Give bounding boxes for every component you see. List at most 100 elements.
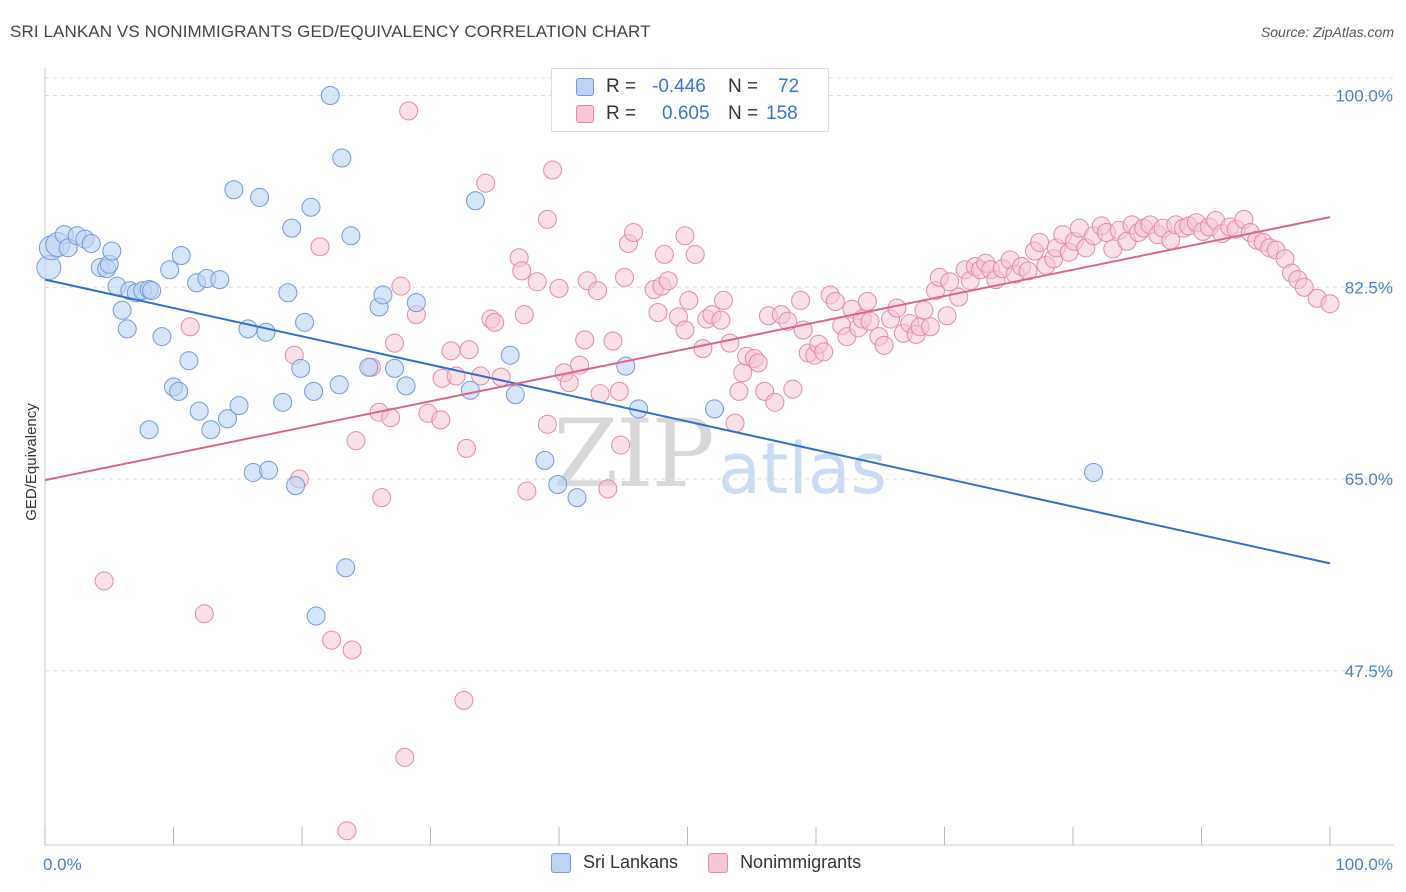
sri-lankans-point-39: [259, 460, 279, 480]
r-label: R =: [606, 103, 637, 124]
nonimmigrants-point-169: [1320, 294, 1340, 314]
nonimmigrants-point-7: [337, 821, 357, 841]
x-tick-label-1: 100.0%: [1335, 855, 1393, 874]
sri-lankans-point-63: [505, 385, 525, 405]
y-tick-label-2: 65.0%: [1345, 470, 1393, 489]
nonimmigrants-point-81: [778, 311, 798, 331]
sri-lankans-point-7: [81, 233, 101, 253]
sri-lankans-point-37: [250, 187, 270, 207]
sri-lankans-point-33: [224, 180, 244, 200]
correlation-legend: R = -0.446 N = 72 R = 0.605 N = 158: [551, 68, 829, 132]
nonimmigrants-trend-line: [44, 216, 1331, 482]
sri-lankans-point-60: [460, 380, 480, 400]
nonimmigrants-point-28: [476, 173, 496, 193]
sri-lankans-point-42: [282, 218, 302, 238]
nonimmigrants-point-96: [857, 292, 877, 312]
source-label: Source: ZipAtlas.com: [1260, 24, 1394, 40]
sri-lankans-point-31: [210, 270, 230, 290]
nonimmigrants-point-34: [514, 305, 534, 325]
nonimmigrants-point-26: [459, 340, 479, 360]
nonimmigrants-point-33: [512, 261, 532, 281]
nonimmigrants-point-69: [713, 290, 733, 310]
sri-lankans-point-54: [359, 357, 379, 377]
legend-row-sri-lankans: R = -0.446 N = 72: [552, 75, 828, 99]
nonimmigrants-point-6: [322, 630, 342, 650]
nonimmigrants-point-0: [94, 571, 114, 591]
pink-swatch: [708, 852, 729, 873]
sri-lankans-point-30: [201, 420, 221, 440]
nonimmigrants-point-62: [675, 320, 695, 340]
nonimmigrants-point-39: [543, 160, 563, 180]
legend-label: Nonimmigrants: [740, 852, 862, 872]
nonimmigrants-point-35: [517, 481, 537, 501]
pink-swatch: [576, 105, 594, 123]
nonimmigrants-point-17: [399, 101, 419, 121]
nonimmigrants-point-65: [693, 339, 713, 359]
legend-item-sri-lankans[interactable]: Sri Lankans: [551, 852, 678, 873]
nonimmigrants-point-16: [395, 747, 415, 767]
sri-lankans-point-27: [189, 401, 209, 421]
sri-lankans-point-62: [500, 345, 520, 365]
nonimmigrants-point-111: [940, 272, 960, 292]
sri-lankans-point-14: [117, 319, 137, 339]
nonimmigrants-point-64: [685, 244, 705, 264]
sri-lankans-point-21: [152, 327, 172, 347]
nonimmigrants-point-30: [485, 312, 505, 332]
nonimmigrants-point-8: [342, 640, 362, 660]
nonimmigrants-point-88: [814, 342, 834, 362]
nonimmigrants-point-167: [1294, 277, 1314, 297]
sri-lankans-point-32: [217, 409, 237, 429]
n-label: N =: [728, 76, 759, 97]
nonimmigrants-point-76: [748, 353, 768, 373]
nonimmigrants-point-83: [791, 290, 811, 310]
sri-lankans-point-50: [329, 375, 349, 395]
y-tick-label-3: 47.5%: [1345, 662, 1393, 681]
nonimmigrants-point-56: [648, 302, 668, 322]
sri-lankans-point-40: [273, 392, 293, 412]
nonimmigrants-point-25: [456, 438, 476, 458]
sri-lankans-point-26: [179, 351, 199, 371]
sri-lankans-point-57: [385, 358, 405, 378]
sri-lankans-point-56: [373, 285, 393, 305]
nonimmigrants-point-36: [527, 272, 547, 292]
nonimmigrants-point-49: [603, 331, 623, 351]
nonimmigrants-point-20: [431, 410, 451, 430]
sri-lankans-point-52: [336, 558, 356, 578]
sri-lankans-point-43: [286, 476, 306, 496]
sri-lankans-point-65: [548, 475, 568, 495]
nonimmigrants-point-46: [588, 281, 608, 301]
chart-title: SRI LANKAN VS NONIMMIGRANTS GED/EQUIVALE…: [10, 22, 651, 41]
sri-lankans-point-61: [465, 191, 485, 211]
nonimmigrants-point-106: [914, 300, 934, 320]
r-value: 0.605: [662, 103, 710, 124]
sri-lankans-point-64: [535, 450, 555, 470]
nonimmigrants-point-44: [575, 330, 595, 350]
sri-lankans-point-49: [320, 86, 340, 106]
nonimmigrants-point-110: [937, 306, 957, 326]
nonimmigrants-point-90: [825, 292, 845, 312]
nonimmigrants-point-58: [654, 244, 674, 264]
sri-lankans-point-53: [341, 226, 361, 246]
trend-lines: [44, 216, 1331, 565]
nonimmigrants-point-59: [658, 271, 678, 291]
sri-lankans-trend-line: [44, 278, 1331, 565]
sri-lankans-point-13: [112, 300, 132, 320]
blue-swatch: [551, 852, 571, 873]
sri-lankans-point-11: [102, 241, 122, 261]
legend-item-nonimmigrants[interactable]: Nonimmigrants: [708, 852, 861, 873]
nonimmigrants-point-68: [711, 310, 731, 330]
r-label: R =: [606, 76, 637, 97]
sri-lankans-point-59: [406, 293, 426, 313]
nonimmigrants-point-101: [887, 298, 907, 318]
nonimmigrants-point-107: [920, 317, 940, 337]
nonimmigrants-point-31: [491, 367, 511, 387]
nonimmigrants-point-126: [1030, 232, 1050, 252]
nonimmigrants-point-112: [949, 287, 969, 307]
sri-lankans-point-44: [291, 358, 311, 378]
nonimmigrants-point-52: [615, 267, 635, 287]
blue-swatch: [576, 78, 594, 96]
sri-lankans-point-58: [396, 376, 416, 396]
nonimmigrants-point-1: [180, 317, 200, 337]
n-value: 72: [778, 76, 800, 97]
sri-lankans-point-22: [160, 260, 180, 280]
